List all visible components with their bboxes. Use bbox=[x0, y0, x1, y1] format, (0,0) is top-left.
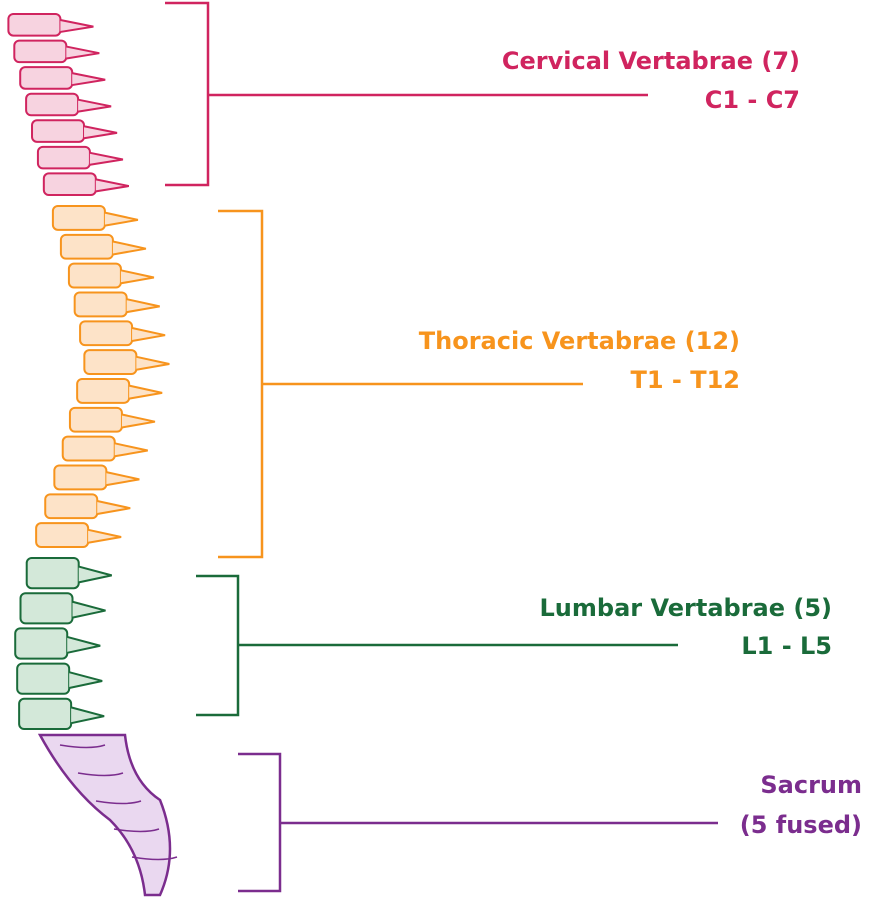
vertebra-shape bbox=[136, 355, 170, 371]
vertebra-shape bbox=[72, 600, 106, 619]
vertebra-shape bbox=[36, 145, 91, 170]
vertebra-shape bbox=[78, 565, 112, 584]
vertebra-shape bbox=[128, 384, 163, 400]
vertebra-shape bbox=[77, 772, 124, 777]
vertebra-shape bbox=[126, 298, 160, 314]
vertebra-shape bbox=[68, 406, 123, 433]
vertebra-shape bbox=[18, 697, 73, 730]
vertebra-shape bbox=[114, 442, 148, 458]
vertebra-shape bbox=[61, 435, 116, 462]
vertebra-shape bbox=[76, 378, 131, 404]
vertebra-shape bbox=[25, 557, 80, 590]
vertebra-shape bbox=[51, 205, 106, 231]
vertebra-shape bbox=[72, 72, 106, 87]
spine bbox=[7, 13, 178, 897]
vertebra-shape bbox=[131, 856, 178, 861]
vertebra-shape bbox=[44, 493, 99, 520]
vertebra-shape bbox=[95, 178, 130, 193]
vertebra-shape bbox=[112, 240, 147, 256]
vertebra-shape bbox=[79, 320, 134, 347]
vertebra-shape bbox=[66, 45, 100, 60]
bracket bbox=[165, 1, 648, 187]
vertebra-shape bbox=[31, 119, 86, 143]
vertebra-shape bbox=[89, 151, 124, 166]
bracket bbox=[196, 574, 678, 717]
vertebra-shape bbox=[35, 522, 90, 549]
region-range: C1 - C7 bbox=[705, 86, 800, 114]
vertebra-shape bbox=[104, 211, 139, 227]
vertebra-shape bbox=[113, 828, 160, 833]
vertebra-shape bbox=[95, 800, 142, 805]
region-range: (5 fused) bbox=[740, 811, 862, 839]
region-name: Sacrum bbox=[760, 771, 862, 799]
vertebra-shape bbox=[67, 262, 122, 289]
vertebra-shape bbox=[59, 233, 114, 260]
vertebra-shape bbox=[66, 635, 101, 654]
region-name: Cervical Vertabrae (7) bbox=[502, 47, 800, 75]
vertebra-shape bbox=[42, 172, 97, 197]
vertebra-shape bbox=[16, 662, 71, 695]
vertebra-shape bbox=[25, 92, 80, 117]
vertebra-shape bbox=[120, 269, 155, 285]
vertebra-shape bbox=[14, 627, 69, 660]
region-name: Lumbar Vertabrae (5) bbox=[540, 594, 832, 622]
vertebra-shape bbox=[131, 327, 166, 342]
vertebra-shape bbox=[106, 471, 140, 487]
vertebra-shape bbox=[7, 13, 62, 37]
vertebra-shape bbox=[83, 125, 118, 140]
vertebra-shape bbox=[60, 18, 94, 33]
vertebra-shape bbox=[53, 464, 108, 491]
vertebra-shape bbox=[68, 671, 103, 689]
bracket bbox=[238, 752, 718, 893]
region-range: T1 - T12 bbox=[630, 366, 740, 394]
vertebra-shape bbox=[59, 744, 106, 749]
vertebra-shape bbox=[37, 733, 172, 897]
region-range: L1 - L5 bbox=[741, 632, 832, 660]
region-name: Thoracic Vertabrae (12) bbox=[419, 327, 740, 355]
vertebra-shape bbox=[83, 349, 138, 375]
vertebra-shape bbox=[121, 413, 156, 429]
vertebra-shape bbox=[19, 66, 74, 90]
vertebra-shape bbox=[70, 706, 105, 725]
vertebra-shape bbox=[73, 291, 128, 318]
vertebra-shape bbox=[97, 500, 131, 515]
vertebra-shape bbox=[13, 39, 68, 64]
vertebra-shape bbox=[77, 98, 112, 113]
bracket bbox=[218, 209, 583, 559]
vertebra-shape bbox=[87, 528, 122, 544]
vertebra-shape bbox=[19, 592, 74, 625]
